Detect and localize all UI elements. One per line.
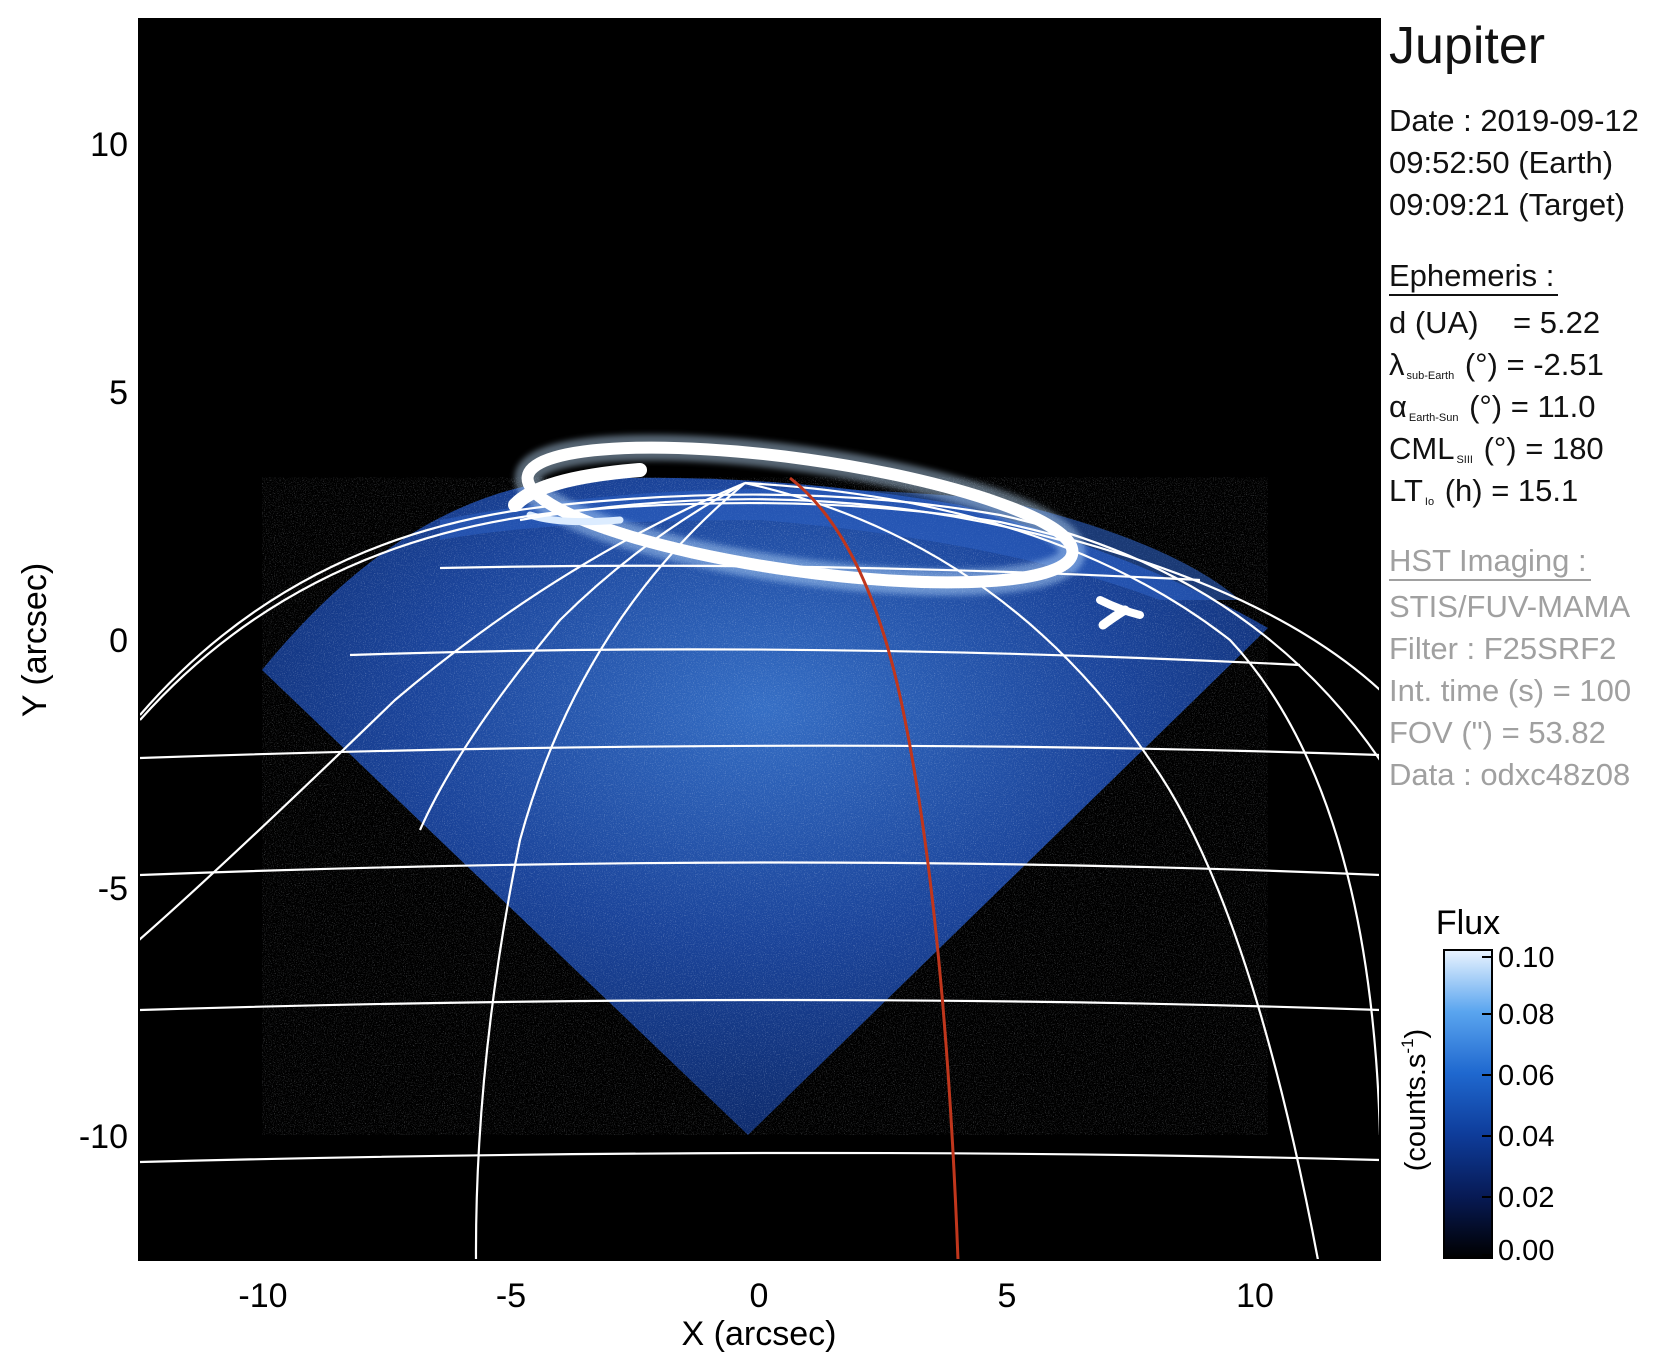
x-tick-label: 10	[1236, 1277, 1274, 1315]
colorbar-tick-label: 0.10	[1498, 942, 1554, 974]
y-tick-label: -10	[79, 1118, 128, 1156]
ephemeris-row: LT Io (h) = 15.1	[1389, 473, 1579, 508]
image-content	[139, 434, 1380, 1260]
colorbar-scale	[1443, 949, 1493, 1259]
hst-row: FOV (") = 53.82	[1389, 715, 1606, 750]
ephemeris-row: d (UA) = 5.22	[1389, 305, 1601, 340]
target-title: Jupiter	[1389, 17, 1546, 75]
y-tick-labels: 10 5 0 -5 -10	[79, 126, 128, 1156]
colorbar-tick-label: 0.00	[1498, 1235, 1554, 1267]
latitude-line	[139, 744, 1380, 760]
x-tick-labels: -10 -5 0 5 10	[238, 1277, 1273, 1315]
y-tick-label: -5	[98, 870, 128, 908]
hst-row: Filter : F25SRF2	[1389, 631, 1617, 666]
latitude-line	[519, 498, 1061, 542]
coordinate-grid	[139, 481, 1380, 1260]
longitude-line	[744, 481, 1320, 1260]
y-axis-ticks	[139, 143, 149, 1137]
hst-row: STIS/FUV-MAMA	[1389, 589, 1631, 624]
longitude-line	[139, 481, 746, 941]
x-tick-label: -5	[496, 1277, 526, 1315]
latitude-line	[349, 648, 1301, 667]
colorbar: Flux 0.10 0.08 0.06 0.04 0.02 0.00 (coun…	[1398, 904, 1554, 1267]
ephemeris-row: α Earth-Sun (°) = 11.0	[1389, 389, 1596, 424]
longitude-line	[744, 481, 1380, 1136]
latitude-line	[139, 1151, 1380, 1164]
x-tick-label: -10	[238, 1277, 287, 1315]
ephemeris-row: λ sub-Earth (°) = -2.51	[1389, 347, 1604, 382]
hst-row: Int. time (s) = 100	[1389, 673, 1632, 708]
target-time-line: 09:09:21 (Target)	[1389, 187, 1626, 222]
hst-row: Data : odxc48z08	[1389, 757, 1631, 792]
planet-limb	[139, 493, 1380, 761]
colorbar-tick-label: 0.02	[1498, 1182, 1554, 1214]
y-tick-label: 10	[90, 126, 128, 164]
ephemeris-row: CML SIII (°) = 180	[1389, 431, 1604, 466]
x-tick-label: 0	[750, 1277, 769, 1315]
latitude-line	[439, 564, 1201, 582]
earth-time-line: 09:52:50 (Earth)	[1389, 145, 1614, 180]
y-tick-label: 0	[109, 622, 128, 660]
ephemeris-header: Ephemeris :	[1389, 255, 1559, 297]
y-tick-label: 5	[109, 374, 128, 412]
imaged-disk-noise	[262, 477, 1268, 1135]
colorbar-title: Flux	[1436, 904, 1500, 942]
planet-limb-inner	[139, 501, 1380, 721]
longitude-line	[474, 482, 746, 1260]
hst-header: HST Imaging :	[1389, 540, 1591, 582]
central-meridian-line	[789, 476, 960, 1260]
x-tick-label: 5	[998, 1277, 1017, 1315]
y-axis-label: Y (arcsec)	[16, 563, 54, 717]
colorbar-tick-label: 0.08	[1498, 999, 1554, 1031]
x-axis-label: X (arcsec)	[682, 1315, 837, 1353]
colorbar-tick-label: 0.06	[1498, 1060, 1554, 1092]
x-axis-ticks	[262, 1250, 1256, 1260]
date-line: Date : 2019-09-12	[1389, 103, 1639, 138]
latitude-line	[139, 998, 1380, 1012]
colorbar-unit-label: (counts.s-1)	[1398, 1029, 1432, 1171]
longitude-line	[418, 482, 746, 831]
colorbar-tick-label: 0.04	[1498, 1121, 1554, 1153]
latitude-line	[139, 861, 1380, 877]
auroral-oval	[508, 434, 1144, 630]
